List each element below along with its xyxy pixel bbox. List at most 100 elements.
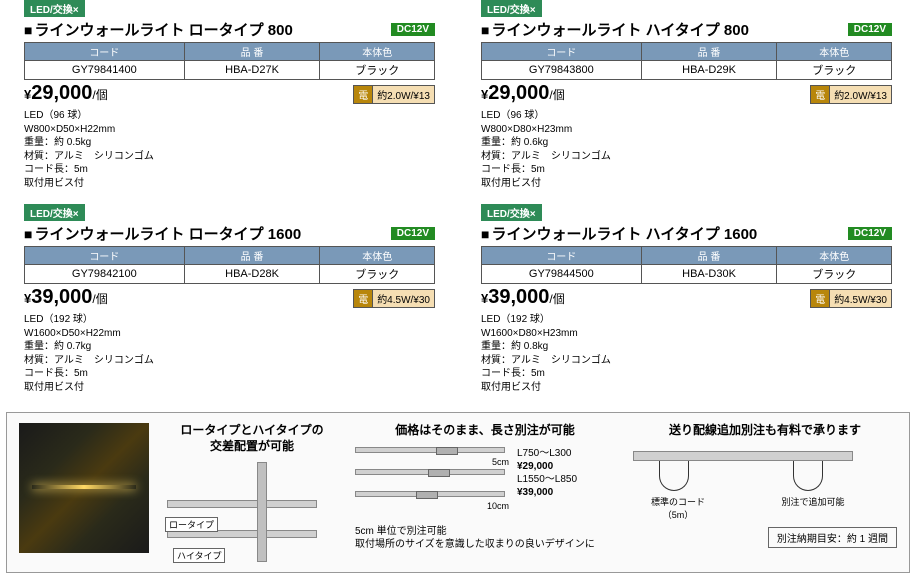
price: ¥ 29,000 /個	[481, 82, 565, 105]
product-title: ラインウォールライト ハイタイプ 1600	[481, 223, 757, 244]
price-range-1: L750～L300	[517, 447, 577, 460]
td-part: HBA-D27K	[184, 61, 320, 80]
product-card: LED/交換× ラインウォールライト ロータイプ 800 DC12V コード 品…	[24, 0, 435, 190]
th-code: コード	[482, 247, 642, 265]
wiring-column: 送り配線追加別注も有料で承ります 標準のコード（5m） 別注で追加可能 別注納期…	[633, 423, 897, 562]
td-code: GY79842100	[25, 265, 185, 284]
lead-time-box: 別注納期目安：約 1 週間	[768, 527, 897, 548]
yen-symbol: ¥	[481, 291, 488, 306]
td-color: ブラック	[320, 265, 435, 284]
product-card: LED/交換× ラインウォールライト ハイタイプ 800 DC12V コード 品…	[481, 0, 892, 190]
watt-l: 電	[353, 85, 373, 104]
price-value: 39,000	[488, 286, 549, 309]
dc-badge: DC12V	[848, 227, 892, 240]
td-code: GY79844500	[482, 265, 642, 284]
price-unit: /個	[92, 290, 107, 307]
price: ¥ 39,000 /個	[481, 286, 565, 309]
col3-heading: 送り配線追加別注も有料で承ります	[633, 423, 897, 439]
product-title: ラインウォールライト ハイタイプ 800	[481, 19, 749, 40]
product-details: LED（96 球）W800×D50×H22mm重量：約 0.5kg材質：アルミ …	[24, 109, 435, 190]
led-badge: LED/交換×	[24, 204, 85, 221]
wattage-badge: 電 約2.0W/¥13	[353, 85, 435, 104]
custom-length-column: 価格はそのまま、長さ別注が可能 5cm 10cm L750～L300 ¥29,0…	[355, 423, 615, 562]
product-details: LED（192 球）W1600×D80×H23mm重量：約 0.8kg材質：アル…	[481, 313, 892, 394]
td-part: HBA-D29K	[641, 61, 777, 80]
wattage-badge: 電 約4.5W/¥30	[353, 289, 435, 308]
spec-table: コード 品 番 本体色 GY79843800 HBA-D29K ブラック	[481, 42, 892, 80]
dim-5cm: 5cm	[492, 457, 509, 467]
td-color: ブラック	[777, 61, 892, 80]
th-part: 品 番	[641, 247, 777, 265]
price-value: 39,000	[31, 286, 92, 309]
product-details: LED（192 球）W1600×D50×H22mm重量：約 0.7kg材質：アル…	[24, 313, 435, 394]
low-type-label: ロータイプ	[165, 517, 218, 532]
price-val-2: ¥39,000	[517, 486, 577, 499]
td-part: HBA-D28K	[184, 265, 320, 284]
dc-badge: DC12V	[391, 23, 435, 36]
length-diagram: 5cm 10cm	[355, 447, 505, 517]
th-color: 本体色	[320, 43, 435, 61]
price-value: 29,000	[31, 82, 92, 105]
price-value: 29,000	[488, 82, 549, 105]
price-range-2: L1550～L850	[517, 473, 577, 486]
dc-badge: DC12V	[391, 227, 435, 240]
watt-l: 電	[353, 289, 373, 308]
led-badge: LED/交換×	[24, 0, 85, 17]
th-color: 本体色	[777, 43, 892, 61]
price: ¥ 39,000 /個	[24, 286, 108, 309]
col1-heading: ロータイプとハイタイプの交差配置が可能	[167, 423, 337, 454]
dc-badge: DC12V	[848, 23, 892, 36]
wiring-diagram: 標準のコード（5m） 別注で追加可能	[633, 447, 853, 517]
watt-r: 約4.5W/¥30	[373, 289, 435, 308]
product-photo	[19, 423, 149, 553]
addl-cord-label: 別注で追加可能	[773, 495, 853, 508]
high-type-label: ハイタイプ	[173, 548, 225, 563]
watt-r: 約2.0W/¥13	[830, 85, 892, 104]
watt-r: 約4.5W/¥30	[830, 289, 892, 308]
yen-symbol: ¥	[24, 87, 31, 102]
th-code: コード	[25, 43, 185, 61]
spec-table: コード 品 番 本体色 GY79844500 HBA-D30K ブラック	[481, 246, 892, 284]
dim-10cm: 10cm	[487, 501, 509, 511]
product-details: LED（96 球）W800×D80×H23mm重量：約 0.6kg材質：アルミ …	[481, 109, 892, 190]
th-code: コード	[482, 43, 642, 61]
td-color: ブラック	[320, 61, 435, 80]
watt-l: 電	[810, 289, 830, 308]
spec-table: コード 品 番 本体色 GY79841400 HBA-D27K ブラック	[24, 42, 435, 80]
price-val-1: ¥29,000	[517, 460, 577, 473]
price-unit: /個	[92, 86, 107, 103]
th-code: コード	[25, 247, 185, 265]
led-badge: LED/交換×	[481, 0, 542, 17]
price: ¥ 29,000 /個	[24, 82, 108, 105]
spec-table: コード 品 番 本体色 GY79842100 HBA-D28K ブラック	[24, 246, 435, 284]
wattage-badge: 電 約2.0W/¥13	[810, 85, 892, 104]
th-part: 品 番	[184, 43, 320, 61]
cross-config-column: ロータイプとハイタイプの交差配置が可能 ロータイプ ハイタイプ	[167, 423, 337, 562]
bottom-info-section: ロータイプとハイタイプの交差配置が可能 ロータイプ ハイタイプ 価格はそのまま、…	[6, 412, 910, 573]
watt-r: 約2.0W/¥13	[373, 85, 435, 104]
th-color: 本体色	[320, 247, 435, 265]
custom-prices: L750～L300 ¥29,000 L1550～L850 ¥39,000	[517, 447, 577, 499]
cross-diagram: ロータイプ ハイタイプ	[167, 462, 317, 562]
col2-heading: 価格はそのまま、長さ別注が可能	[355, 423, 615, 439]
th-part: 品 番	[184, 247, 320, 265]
watt-l: 電	[810, 85, 830, 104]
price-unit: /個	[549, 86, 564, 103]
td-color: ブラック	[777, 265, 892, 284]
product-title: ラインウォールライト ロータイプ 1600	[24, 223, 301, 244]
wattage-badge: 電 約4.5W/¥30	[810, 289, 892, 308]
std-cord-label: 標準のコード（5m）	[643, 495, 713, 521]
led-badge: LED/交換×	[481, 204, 542, 221]
price-unit: /個	[549, 290, 564, 307]
product-title: ラインウォールライト ロータイプ 800	[24, 19, 293, 40]
yen-symbol: ¥	[24, 291, 31, 306]
col2-note: 5cm 単位で別注可能取付場所のサイズを意識した収まりの良いデザインに	[355, 525, 615, 551]
product-card: LED/交換× ラインウォールライト ハイタイプ 1600 DC12V コード …	[481, 204, 892, 394]
th-part: 品 番	[641, 43, 777, 61]
th-color: 本体色	[777, 247, 892, 265]
td-part: HBA-D30K	[641, 265, 777, 284]
td-code: GY79843800	[482, 61, 642, 80]
yen-symbol: ¥	[481, 87, 488, 102]
product-card: LED/交換× ラインウォールライト ロータイプ 1600 DC12V コード …	[24, 204, 435, 394]
td-code: GY79841400	[25, 61, 185, 80]
